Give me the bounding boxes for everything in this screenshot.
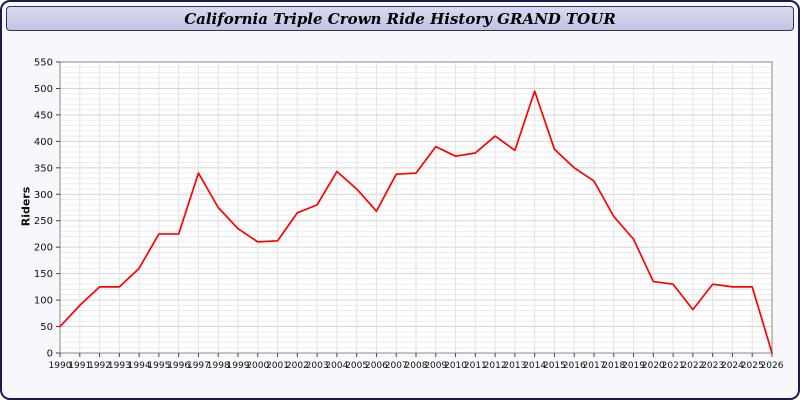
svg-text:2025: 2025 — [741, 361, 764, 371]
svg-text:2015: 2015 — [543, 361, 566, 371]
svg-text:1997: 1997 — [187, 361, 210, 371]
svg-text:250: 250 — [34, 216, 53, 227]
svg-text:2000: 2000 — [246, 361, 269, 371]
svg-text:2004: 2004 — [325, 361, 348, 371]
svg-text:2012: 2012 — [484, 361, 507, 371]
svg-text:2014: 2014 — [523, 361, 546, 371]
svg-text:1995: 1995 — [147, 361, 170, 371]
svg-text:2023: 2023 — [701, 361, 724, 371]
svg-text:2026: 2026 — [761, 361, 784, 371]
svg-text:2024: 2024 — [721, 361, 744, 371]
svg-text:1991: 1991 — [68, 361, 91, 371]
svg-text:2021: 2021 — [662, 361, 685, 371]
svg-text:1990: 1990 — [49, 361, 72, 371]
svg-text:200: 200 — [34, 243, 53, 254]
svg-text:2011: 2011 — [464, 361, 487, 371]
svg-text:2016: 2016 — [563, 361, 586, 371]
svg-text:1998: 1998 — [207, 361, 230, 371]
svg-text:2017: 2017 — [583, 361, 606, 371]
svg-text:2002: 2002 — [286, 361, 309, 371]
chart-title: California Triple Crown Ride History GRA… — [184, 9, 616, 28]
svg-text:1992: 1992 — [88, 361, 111, 371]
svg-text:2020: 2020 — [642, 361, 665, 371]
svg-text:2019: 2019 — [622, 361, 645, 371]
svg-text:1994: 1994 — [128, 361, 151, 371]
svg-text:1996: 1996 — [167, 361, 190, 371]
svg-text:1999: 1999 — [227, 361, 250, 371]
svg-text:2003: 2003 — [306, 361, 329, 371]
svg-text:2013: 2013 — [503, 361, 526, 371]
svg-text:400: 400 — [34, 137, 53, 148]
svg-text:2006: 2006 — [365, 361, 388, 371]
title-bar: California Triple Crown Ride History GRA… — [6, 6, 794, 31]
svg-text:2007: 2007 — [385, 361, 408, 371]
svg-text:2008: 2008 — [405, 361, 428, 371]
svg-text:300: 300 — [34, 190, 53, 201]
svg-text:2005: 2005 — [345, 361, 368, 371]
svg-text:50: 50 — [40, 322, 53, 333]
svg-text:2001: 2001 — [266, 361, 289, 371]
svg-text:350: 350 — [34, 163, 53, 174]
chart-svg: 0501001502002503003504004505005501990199… — [34, 58, 784, 372]
svg-text:100: 100 — [34, 296, 53, 307]
svg-text:2018: 2018 — [602, 361, 625, 371]
svg-text:2010: 2010 — [444, 361, 467, 371]
svg-text:2022: 2022 — [681, 361, 704, 371]
svg-text:2009: 2009 — [424, 361, 447, 371]
svg-text:1993: 1993 — [108, 361, 131, 371]
svg-text:0: 0 — [47, 349, 53, 360]
svg-text:500: 500 — [34, 84, 53, 95]
svg-text:150: 150 — [34, 269, 53, 280]
svg-text:450: 450 — [34, 110, 53, 121]
svg-text:550: 550 — [34, 58, 53, 69]
